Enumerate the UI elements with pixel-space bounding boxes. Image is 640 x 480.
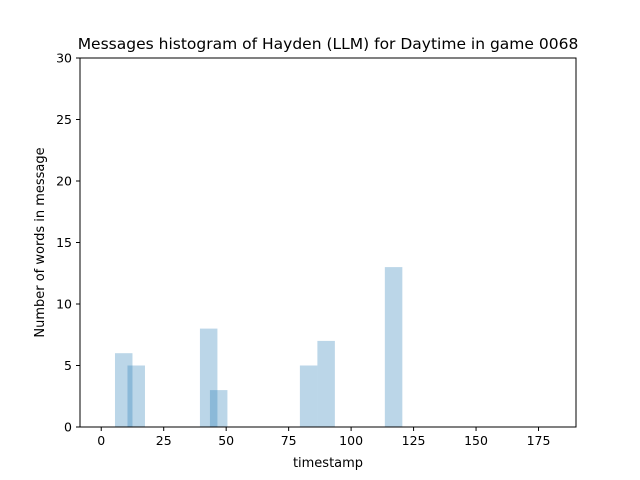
x-tick-label: 150: [464, 433, 488, 448]
y-tick-label: 20: [56, 174, 72, 189]
bars-layer: [114, 267, 403, 427]
y-tick-label: 0: [64, 420, 72, 435]
histogram-bar-1: [127, 365, 145, 427]
y-tick-label: 25: [56, 112, 72, 127]
y-tick-label: 30: [56, 51, 72, 66]
histogram-bar-6: [384, 267, 403, 427]
histogram-bar-0: [114, 353, 133, 427]
histogram-bar-4: [299, 365, 318, 427]
histogram-bar-3: [209, 390, 228, 427]
x-tick-label: 0: [97, 433, 105, 448]
x-tick-label: 50: [218, 433, 234, 448]
x-tick-label: 175: [527, 433, 551, 448]
x-tick-label: 100: [339, 433, 363, 448]
x-axis-label: timestamp: [293, 456, 363, 471]
histogram-bar-5: [317, 340, 335, 427]
x-ticks-layer: 0 25 50 75 100 125 150 175: [97, 427, 550, 448]
chart-title: Messages histogram of Hayden (LLM) for D…: [78, 35, 579, 53]
x-tick-label: 75: [281, 433, 297, 448]
y-ticks-layer: 0 5 10 15 20 25 30: [56, 51, 80, 435]
histogram-bar-2: [199, 328, 218, 427]
y-axis-label: Number of words in message: [33, 147, 48, 337]
y-tick-label: 15: [56, 235, 72, 250]
x-tick-label: 125: [402, 433, 426, 448]
y-tick-label: 5: [64, 358, 72, 373]
x-tick-label: 25: [156, 433, 172, 448]
plot-frame: [79, 57, 577, 428]
y-tick-label: 10: [56, 297, 72, 312]
